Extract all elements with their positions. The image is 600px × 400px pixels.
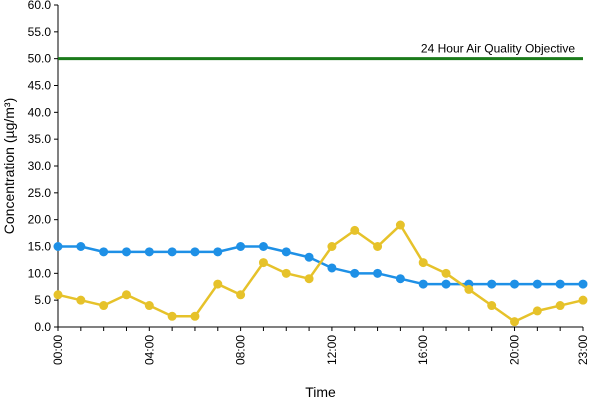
y-tick-label: 45.0	[28, 79, 52, 93]
series-1-point	[76, 242, 86, 251]
series-1-point	[190, 247, 200, 257]
series-2-point	[327, 242, 337, 251]
series-2-point	[555, 301, 565, 311]
series-1-point	[350, 268, 360, 278]
series-1-point	[213, 247, 223, 257]
series-1-point	[121, 247, 131, 257]
series-1-point	[167, 247, 177, 257]
series-2-line	[57, 223, 584, 323]
y-tick-label: 55.0	[28, 25, 52, 39]
series-2-point	[236, 290, 246, 300]
x-tick-label: 23:00	[576, 335, 590, 365]
x-tick-label: 00:00	[51, 335, 65, 365]
series-1-point	[487, 279, 497, 289]
series-1-point	[510, 279, 520, 289]
x-tick-label: 20:00	[508, 335, 522, 365]
series-1-point	[327, 263, 337, 273]
y-tick-label: 35.0	[28, 132, 52, 146]
series-1-point	[395, 274, 405, 284]
y-tick-label: 5.0	[34, 293, 51, 307]
series-1-point	[53, 242, 63, 251]
series-1-point	[281, 247, 291, 257]
y-tick-label: 20.0	[28, 213, 52, 227]
x-tick-label: 12:00	[325, 335, 339, 365]
series-1-point	[99, 247, 109, 257]
x-tick-label: 16:00	[416, 335, 430, 365]
series-1-point	[441, 279, 451, 289]
series-2-point	[99, 301, 109, 311]
series-2-point	[258, 258, 268, 268]
y-tick-label: 10.0	[28, 266, 52, 280]
series-1-line	[58, 245, 583, 286]
x-tick-label: 08:00	[234, 335, 248, 365]
series-2-point	[53, 290, 63, 300]
x-axis-title: Time	[305, 384, 336, 400]
y-tick-label: 30.0	[28, 159, 52, 173]
series-1-point	[236, 242, 246, 251]
series-2-point	[281, 268, 291, 278]
series-1-point	[532, 279, 542, 289]
series-2-point	[532, 306, 542, 316]
series-1-point	[555, 279, 565, 289]
series-2-point	[213, 279, 223, 289]
y-tick-label: 25.0	[28, 186, 52, 200]
series-1-point	[373, 268, 383, 278]
series-2-point	[76, 295, 86, 305]
series-2-point	[121, 290, 131, 300]
series-1-point	[418, 279, 428, 289]
series-2-point	[464, 284, 474, 294]
y-tick-label: 15.0	[28, 240, 52, 254]
series-2-point	[190, 311, 200, 321]
y-tick-label: 0.0	[34, 320, 51, 334]
series-2-point	[395, 220, 405, 230]
series-2-point	[304, 274, 314, 284]
x-tick-label: 04:00	[142, 335, 156, 365]
series-2-point	[144, 301, 154, 311]
reference-line-label: 24 Hour Air Quality Objective	[421, 42, 575, 56]
series-2-point	[167, 311, 177, 321]
series-2-point	[373, 242, 383, 251]
series-2-point	[487, 301, 497, 311]
series-2-point	[510, 317, 520, 327]
series-1-point	[258, 242, 268, 251]
series-2-point	[418, 258, 428, 268]
y-axis-title: Concentration (µg/m³)	[1, 98, 17, 234]
series-1-point	[578, 279, 588, 289]
series-1-point	[144, 247, 154, 257]
y-tick-label: 60.0	[28, 0, 52, 12]
series-2-point	[441, 268, 451, 278]
series-2-point	[350, 225, 360, 235]
y-tick-label: 50.0	[28, 52, 52, 66]
series-2-point	[578, 295, 588, 305]
series-1-point	[304, 252, 314, 262]
y-tick-label: 40.0	[28, 105, 52, 119]
